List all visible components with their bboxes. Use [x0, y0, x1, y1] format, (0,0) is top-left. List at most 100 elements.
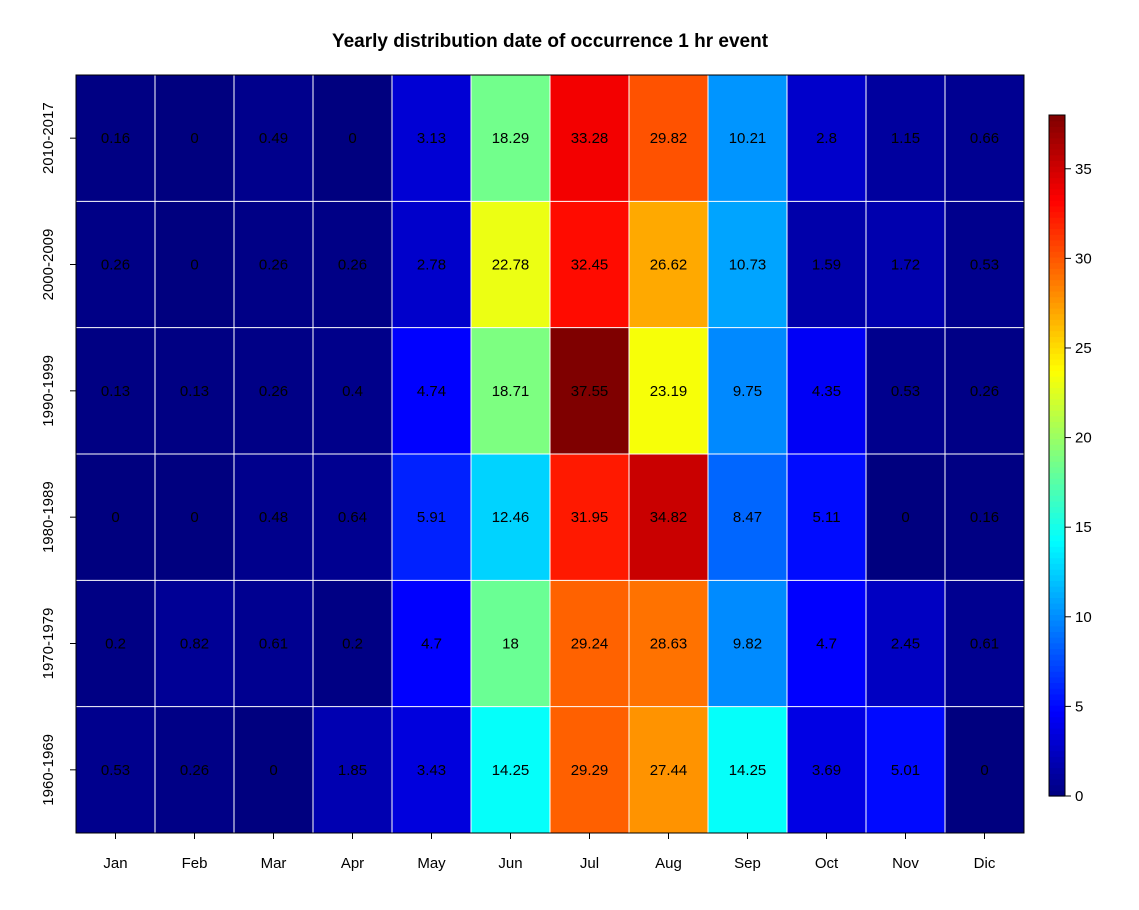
- colorbar-swatch: [1049, 262, 1065, 269]
- cell-value-label: 0.26: [259, 383, 288, 400]
- colorbar-swatch: [1049, 642, 1065, 650]
- heatmap-cell: [392, 706, 472, 834]
- cell-value-label: 1.72: [891, 257, 920, 274]
- heatmap-cell: [550, 580, 630, 708]
- plot-frame: [75, 74, 1025, 834]
- cell-value-label: 0: [190, 130, 198, 147]
- heatmap-cell: [945, 327, 1025, 455]
- cell-value-label: 0.16: [101, 130, 130, 147]
- colorbar-swatch: [1049, 654, 1065, 661]
- colorbar-swatch: [1049, 569, 1065, 576]
- colorbar-swatch: [1049, 608, 1065, 615]
- cell-value-label: 0.4: [342, 383, 363, 400]
- colorbar-swatch: [1049, 251, 1065, 258]
- colorbar-swatch: [1049, 387, 1065, 394]
- heatmap-cell: [155, 201, 235, 329]
- colorbar-swatch: [1049, 478, 1065, 485]
- heatmap-cell: [787, 75, 867, 202]
- cell-value-label: 0.82: [180, 636, 209, 653]
- heatmap-cell: [629, 454, 709, 581]
- cell-value-label: 12.46: [492, 509, 530, 526]
- colorbar-swatch: [1049, 563, 1065, 570]
- colorbar-swatch: [1049, 580, 1065, 587]
- colorbar-swatch: [1049, 171, 1065, 179]
- heatmap-cell: [708, 201, 788, 329]
- x-tick-label: Jan: [103, 855, 127, 872]
- heatmap-cell: [550, 706, 630, 834]
- chart-title: Yearly distribution date of occurrence 1…: [332, 31, 769, 52]
- heatmap-cell: [313, 706, 393, 834]
- heatmap-cell: [550, 327, 630, 455]
- cell-value-label: 0: [111, 509, 119, 526]
- colorbar-swatch: [1049, 523, 1065, 530]
- heatmap-cell: [471, 327, 551, 455]
- colorbar-swatch: [1049, 353, 1065, 360]
- heatmap-cell: [787, 327, 867, 455]
- cell-value-label: 0: [190, 257, 198, 274]
- cell-value-label: 0.48: [259, 509, 288, 526]
- cell-value-label: 0.49: [259, 130, 288, 147]
- heatmap-cell: [471, 454, 551, 581]
- colorbar-swatch: [1049, 546, 1065, 553]
- cell-value-label: 0: [348, 130, 356, 147]
- x-tick-label: Mar: [261, 855, 287, 872]
- colorbar-swatch: [1049, 205, 1065, 213]
- colorbar-swatch: [1049, 410, 1065, 417]
- colorbar-swatch: [1049, 143, 1065, 150]
- cell-value-label: 32.45: [571, 257, 609, 274]
- cell-value-label: 27.44: [650, 762, 688, 779]
- heatmap-cell: [945, 201, 1025, 329]
- colorbar-swatch: [1049, 517, 1065, 525]
- colorbar-swatch: [1049, 540, 1065, 547]
- gridlines: [76, 75, 1024, 833]
- cell-value-label: 0: [901, 509, 909, 526]
- colorbar-tick-label: 0: [1075, 788, 1083, 805]
- colorbar-frame: [1048, 114, 1066, 797]
- heatmap-cell: [945, 454, 1025, 581]
- heatmap-cell: [471, 75, 551, 202]
- heatmap-cell: [76, 327, 156, 455]
- y-tick-label: 1960-1969: [40, 734, 57, 806]
- cell-value-label: 3.13: [417, 130, 446, 147]
- colorbar-swatch: [1049, 574, 1065, 581]
- cell-value-label: 23.19: [650, 383, 688, 400]
- heatmap-cell: [155, 327, 235, 455]
- cell-value-label: 5.11: [812, 509, 840, 526]
- colorbar-swatch: [1049, 427, 1065, 434]
- colorbar-swatch: [1049, 671, 1065, 678]
- cell-value-label: 29.24: [571, 636, 609, 653]
- cell-value-label: 29.82: [650, 130, 688, 147]
- cell-value-label: 0: [980, 762, 988, 779]
- heatmap-cell: [708, 706, 788, 834]
- cell-value-label: 34.82: [650, 509, 688, 526]
- cell-value-label: 14.25: [492, 762, 530, 779]
- colorbar-swatch: [1049, 166, 1065, 173]
- y-tick-label: 1990-1999: [40, 355, 57, 427]
- colorbar-swatch: [1049, 222, 1065, 230]
- colorbar-swatch: [1049, 370, 1065, 377]
- cell-value-label: 0.53: [970, 257, 999, 274]
- cell-value-label: 0.26: [259, 257, 288, 274]
- colorbar-swatch: [1049, 455, 1065, 462]
- colorbar-swatch: [1049, 376, 1065, 383]
- heatmap-cell: [313, 327, 393, 455]
- heatmap-cell: [234, 454, 314, 581]
- y-tick-label: 2010-2017: [40, 102, 57, 174]
- colorbar-swatch: [1049, 404, 1065, 411]
- colorbar-swatch: [1049, 778, 1065, 786]
- colorbar-swatch: [1049, 194, 1065, 201]
- colorbar-swatch: [1049, 415, 1065, 423]
- heatmap-cell: [629, 706, 709, 834]
- colorbar-swatch: [1049, 756, 1065, 763]
- heatmap-cell: [471, 580, 551, 708]
- cell-value-label: 18.71: [492, 383, 530, 400]
- colorbar-swatch: [1049, 733, 1065, 740]
- cell-value-label: 9.82: [733, 636, 762, 653]
- cell-value-label: 2.78: [417, 257, 446, 274]
- heatmap-cells: [76, 75, 1025, 834]
- colorbar-swatch: [1049, 693, 1065, 701]
- colorbar-swatch: [1049, 461, 1065, 468]
- colorbar-swatch: [1049, 688, 1065, 695]
- colorbar-swatch: [1049, 279, 1065, 286]
